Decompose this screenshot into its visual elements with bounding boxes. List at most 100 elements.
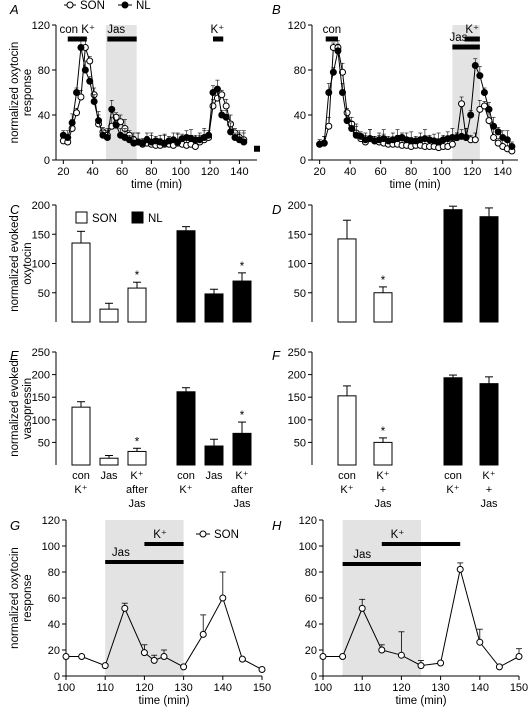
category-label: Jas <box>100 470 118 482</box>
y-tick-label: 60 <box>48 593 60 605</box>
category-label: K⁺ <box>446 484 459 496</box>
y-tick-label: 40 <box>48 619 60 631</box>
legend-marker-open <box>199 530 207 538</box>
data-point <box>160 653 168 660</box>
data-point <box>77 44 85 51</box>
category-label: after <box>231 484 253 496</box>
bar <box>479 383 499 466</box>
y-tick-label: 40 <box>305 619 317 631</box>
y-tick-label: 200 <box>288 200 306 212</box>
legend: SON NL <box>64 0 151 12</box>
y-tick-label: 250 <box>32 347 50 359</box>
data-point <box>101 662 109 670</box>
data-point <box>150 656 158 664</box>
panel-label-e: E <box>10 348 19 363</box>
data-point <box>180 663 188 671</box>
significance-star: * <box>240 410 245 422</box>
legend-marker-open <box>66 1 74 9</box>
y-tick-label: 120 <box>288 20 306 32</box>
y-tick-label: 250 <box>288 347 306 359</box>
bar <box>99 457 119 466</box>
data-point <box>490 134 498 141</box>
bar <box>443 209 463 323</box>
y-tick-label: 150 <box>288 229 306 241</box>
data-point <box>254 145 260 152</box>
data-point <box>219 594 227 602</box>
x-tick-label: 140 <box>230 166 248 178</box>
y-tick-label: 100 <box>299 541 317 553</box>
y-tick-label: 100 <box>288 259 306 271</box>
series-son <box>59 38 248 150</box>
panel-e: 50 100 150 200 250 normalized evoked vasopress… <box>9 347 253 510</box>
treatment-label: K⁺ <box>391 529 405 541</box>
y-tick-label: 50 <box>294 437 306 449</box>
x-axis-label: time (min) <box>131 179 182 191</box>
y-axis-label: normalized evoked <box>9 360 21 457</box>
y-tick-label: 150 <box>32 392 50 404</box>
data-point <box>494 128 502 136</box>
category-label: Jas <box>480 498 498 510</box>
y-tick-label: 100 <box>42 541 60 553</box>
data-point <box>140 649 148 657</box>
panel-label-g: G <box>10 518 20 533</box>
y-axis-label-line2: response <box>22 69 34 116</box>
bar <box>176 230 196 323</box>
x-axis-label: time (min) <box>389 179 440 191</box>
category-label: after <box>126 484 148 496</box>
y-tick-label: 200 <box>32 200 50 212</box>
x-tick-label: 20 <box>314 166 326 178</box>
x-tick-label: 40 <box>87 166 99 178</box>
y-tick-label: 40 <box>38 110 50 122</box>
data-point <box>213 85 221 93</box>
category-label: + <box>380 484 386 496</box>
data-point <box>378 646 386 654</box>
treatment-bar <box>105 560 184 564</box>
data-point <box>205 131 213 139</box>
series-son: * <box>337 219 393 323</box>
data-point <box>348 125 356 132</box>
series-son: * <box>71 230 147 323</box>
bar <box>443 377 463 466</box>
legend-label: NL <box>136 0 151 12</box>
treatment-bar <box>325 36 338 42</box>
y-tick-label: 200 <box>32 370 50 382</box>
data-point <box>508 143 516 150</box>
data-point <box>81 66 89 74</box>
panel-f: 50 100 150 200 250 con K⁺ * K⁺ + Jas con K⁺ K⁺ + Jas <box>288 347 499 510</box>
legend-swatch-son <box>75 211 88 224</box>
data-point <box>343 117 351 125</box>
series-line <box>66 596 263 670</box>
series-nl <box>443 205 499 323</box>
data-point <box>458 100 466 108</box>
treatment-bar <box>381 542 461 546</box>
legend-label: SON <box>214 529 239 541</box>
legend-label: NL <box>148 213 163 225</box>
treatment-bar <box>212 36 224 42</box>
legend: SON NL <box>75 211 163 225</box>
data-point <box>476 72 484 80</box>
data-point <box>86 77 94 85</box>
data-point <box>222 102 230 110</box>
data-point <box>339 89 347 96</box>
data-point <box>78 653 86 660</box>
legend-swatch-nl <box>131 211 144 224</box>
y-axis-label: normalized oxytocin <box>9 547 21 649</box>
category-label: con <box>72 470 90 482</box>
category-label: K⁺ <box>482 470 495 482</box>
treatment-bar <box>342 562 421 566</box>
data-point <box>437 659 445 667</box>
x-tick-label: 80 <box>405 166 417 178</box>
bar <box>204 445 224 466</box>
legend: SON <box>196 529 239 541</box>
category-label: Jas <box>233 498 251 510</box>
panel-a: 0 40 80 120 20 40 60 80 100 120 140 time (min) norma… <box>9 20 260 191</box>
data-point <box>490 122 498 130</box>
y-tick-label: 100 <box>288 415 306 427</box>
category-label: con <box>444 470 462 482</box>
data-point <box>485 105 493 113</box>
y-axis-label-line2: response <box>22 574 34 621</box>
significance-star: * <box>135 270 140 282</box>
series-nl <box>59 40 248 147</box>
bar <box>479 216 499 323</box>
panel-c: 50 100 150 200 normalized evoked oxytocin * * SO… <box>9 200 252 323</box>
